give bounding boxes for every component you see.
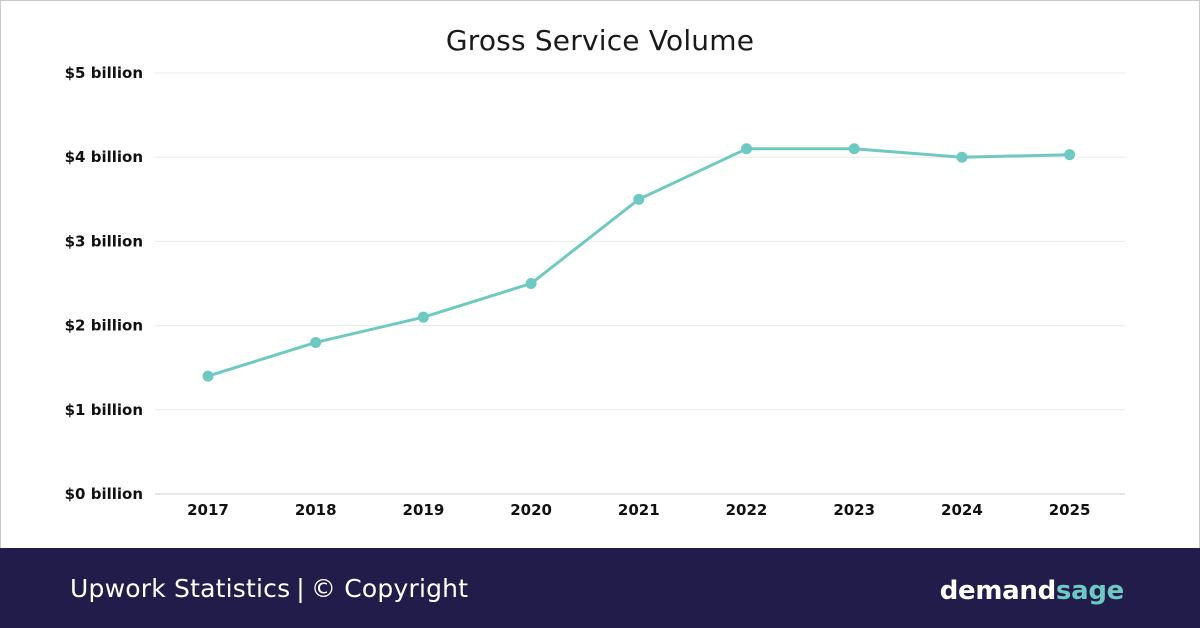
x-tick-label: 2024 <box>941 501 983 519</box>
y-tick-label: $3 billion <box>65 232 143 250</box>
x-axis-ticks: 2017 2018 2019 2020 2021 2022 2023 2024 2025 <box>187 501 1090 519</box>
data-point <box>741 143 752 155</box>
data-points <box>202 143 1076 382</box>
x-tick-label: 2023 <box>833 501 875 519</box>
series-line <box>207 147 1070 378</box>
y-tick-label: $5 billion <box>65 64 143 82</box>
y-tick-label: $1 billion <box>65 401 143 419</box>
y-axis-ticks: $0 billion $1 billion $2 billion $3 billion… <box>65 64 143 503</box>
data-point <box>202 370 214 382</box>
footer-caption: Upwork Statistics | © Copyright <box>70 574 468 603</box>
data-point <box>633 193 645 205</box>
x-tick-label: 2025 <box>1049 501 1091 519</box>
footer-separator: | <box>296 574 305 603</box>
brand-logo-part2: sage <box>1055 576 1124 606</box>
series-line-layer <box>207 147 1070 378</box>
data-point <box>310 336 322 348</box>
x-tick-label: 2019 <box>403 501 445 519</box>
data-point <box>956 151 968 163</box>
data-point <box>417 311 429 323</box>
x-tick-label: 2020 <box>510 501 552 519</box>
footer-title: Upwork Statistics <box>70 574 291 603</box>
chart-title: Gross Service Volume <box>445 24 755 57</box>
data-point <box>1064 149 1076 161</box>
y-tick-label: $2 billion <box>65 317 143 335</box>
data-point <box>848 143 860 155</box>
x-tick-label: 2022 <box>726 501 768 519</box>
brand-logo-part1: demand <box>939 576 1057 606</box>
gridlines <box>155 72 1125 495</box>
y-tick-label: $0 billion <box>65 485 143 503</box>
brand-logo: demandsage <box>939 576 1125 606</box>
footer-copyright: © Copyright <box>310 574 469 603</box>
line-chart: $0 billion $1 billion $2 billion $3 billion… <box>65 64 1125 519</box>
x-tick-label: 2017 <box>187 501 229 519</box>
footer-bar: Upwork Statistics | © Copyright demandsage <box>0 548 1200 628</box>
x-tick-label: 2021 <box>618 501 660 519</box>
data-point <box>525 278 537 289</box>
y-tick-label: $4 billion <box>65 148 143 166</box>
x-tick-label: 2018 <box>295 501 337 519</box>
